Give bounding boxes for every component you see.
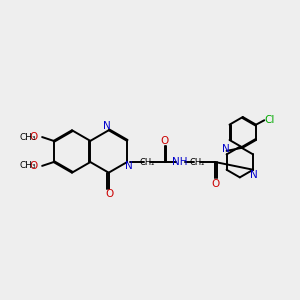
Text: Cl: Cl xyxy=(264,115,275,125)
Text: CH₂: CH₂ xyxy=(139,158,155,166)
Text: CH₃: CH₃ xyxy=(19,133,36,142)
Text: N: N xyxy=(125,161,133,171)
Text: CH₃: CH₃ xyxy=(19,161,36,170)
Text: NH: NH xyxy=(172,157,188,167)
Text: O: O xyxy=(160,136,169,146)
Text: N: N xyxy=(250,170,258,180)
Text: N: N xyxy=(103,121,111,131)
Text: O: O xyxy=(211,178,220,189)
Text: O: O xyxy=(29,161,38,171)
Text: CH₂: CH₂ xyxy=(189,158,205,166)
Text: O: O xyxy=(106,189,114,199)
Text: N: N xyxy=(221,144,229,154)
Text: O: O xyxy=(29,132,38,142)
